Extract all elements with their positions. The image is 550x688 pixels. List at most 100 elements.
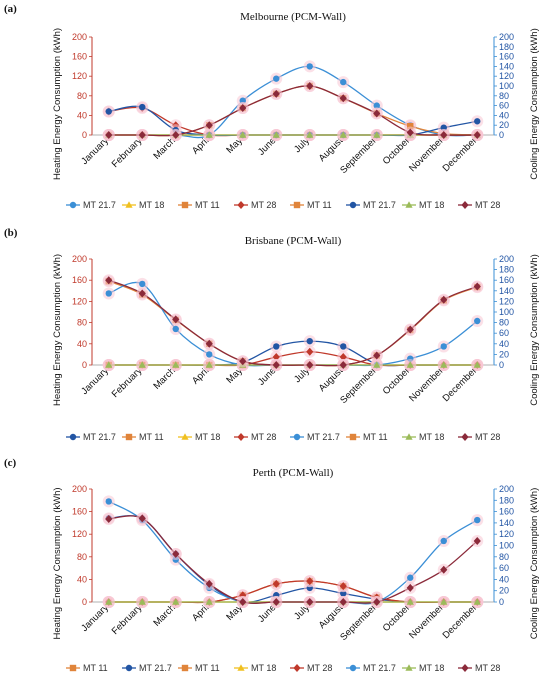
right-tick-label: 140 bbox=[499, 286, 514, 296]
data-point bbox=[339, 582, 347, 591]
legend-marker bbox=[125, 664, 133, 672]
series-line bbox=[108, 279, 478, 367]
left-tick-label: 160 bbox=[72, 52, 87, 62]
right-tick-label: 100 bbox=[499, 81, 514, 91]
left-tick-label: 120 bbox=[72, 71, 87, 81]
legend-label: MT 28 bbox=[251, 432, 276, 442]
right-tick-label: 100 bbox=[499, 541, 514, 551]
right-tick-label: 140 bbox=[499, 61, 514, 71]
right-tick-label: 100 bbox=[499, 307, 514, 317]
legend-label: MT 18 bbox=[139, 200, 164, 210]
legend-label: MT 18 bbox=[419, 663, 444, 673]
legend-marker bbox=[125, 201, 133, 208]
series-line bbox=[108, 351, 478, 367]
data-point bbox=[105, 290, 112, 297]
left-tick-label: 80 bbox=[77, 318, 87, 328]
data-point bbox=[172, 315, 180, 324]
data-point bbox=[406, 598, 414, 605]
legend-marker bbox=[125, 433, 133, 441]
data-point bbox=[172, 325, 179, 333]
data-point bbox=[138, 289, 146, 298]
legend-marker bbox=[349, 664, 357, 672]
data-point bbox=[406, 583, 414, 592]
legend-marker bbox=[181, 433, 189, 440]
right-tick-label: 120 bbox=[499, 296, 514, 306]
x-tick-label: November bbox=[407, 365, 446, 404]
left-tick-label: 80 bbox=[77, 552, 87, 562]
data-point bbox=[205, 579, 213, 588]
data-point bbox=[306, 598, 314, 606]
legend-label: MT 21.7 bbox=[83, 200, 116, 210]
data-point bbox=[205, 339, 213, 348]
x-tick-label: September bbox=[338, 602, 379, 643]
right-tick-label: 0 bbox=[499, 130, 504, 140]
data-point bbox=[272, 89, 280, 98]
data-point bbox=[440, 537, 447, 545]
left-tick-label: 0 bbox=[82, 597, 87, 607]
data-point bbox=[306, 337, 313, 345]
right-tick-label: 120 bbox=[499, 71, 514, 81]
data-point bbox=[172, 131, 180, 139]
data-point bbox=[239, 357, 247, 366]
data-point bbox=[306, 131, 314, 138]
legend-marker bbox=[461, 201, 469, 209]
data-point bbox=[105, 598, 113, 605]
series-8 bbox=[102, 512, 484, 608]
legend-label: MT 11 bbox=[195, 663, 220, 673]
data-point bbox=[272, 579, 280, 588]
legend-label: MT 28 bbox=[307, 663, 332, 673]
data-point bbox=[406, 325, 414, 334]
legend-label: MT 28 bbox=[251, 200, 276, 210]
data-point bbox=[440, 565, 448, 574]
legend-label: MT 11 bbox=[83, 663, 108, 673]
right-tick-label: 40 bbox=[499, 110, 509, 120]
panel-label: (b) bbox=[4, 227, 18, 239]
data-point bbox=[474, 118, 481, 125]
data-point bbox=[172, 361, 180, 368]
chart-title: Melbourne (PCM-Wall) bbox=[240, 11, 346, 23]
right-tick-label: 180 bbox=[499, 495, 514, 505]
legend-marker bbox=[181, 201, 189, 209]
data-point bbox=[138, 361, 146, 368]
data-point bbox=[272, 131, 280, 138]
right-tick-label: 80 bbox=[499, 318, 509, 328]
data-point bbox=[205, 598, 213, 605]
data-point bbox=[306, 347, 314, 356]
left-tick-label: 120 bbox=[72, 529, 87, 539]
legend-label: MT 21.7 bbox=[363, 200, 396, 210]
legend-marker bbox=[237, 433, 245, 441]
data-point bbox=[272, 361, 280, 369]
series-4 bbox=[102, 345, 484, 371]
right-tick-label: 40 bbox=[499, 574, 509, 584]
legend-marker bbox=[461, 664, 469, 672]
panel-label: (c) bbox=[4, 457, 17, 469]
y2-axis-label: Cooling Energy Consumption (kWh) bbox=[529, 28, 540, 180]
legend: MT 21.7 MT 18 MT 11 MT 28 MT 11 MT 21.7 MT 18 M… bbox=[66, 200, 500, 210]
y-axis-label: Heating Energy Consumption (kWh) bbox=[52, 487, 63, 639]
y2-axis-label: Cooling Energy Consumption (kWh) bbox=[529, 254, 540, 406]
x-tick-label: November bbox=[407, 135, 446, 174]
legend-marker bbox=[349, 433, 357, 441]
legend-label: MT 11 bbox=[195, 200, 220, 210]
legend-label: MT 18 bbox=[419, 200, 444, 210]
legend-marker bbox=[405, 433, 413, 440]
series-line bbox=[108, 85, 478, 137]
data-point bbox=[105, 131, 113, 139]
left-tick-label: 0 bbox=[82, 360, 87, 370]
left-tick-label: 200 bbox=[72, 32, 87, 42]
data-point bbox=[306, 63, 313, 70]
series-line bbox=[108, 65, 478, 139]
left-tick-label: 40 bbox=[77, 574, 87, 584]
data-point bbox=[138, 514, 146, 523]
right-tick-label: 160 bbox=[499, 52, 514, 62]
left-tick-label: 40 bbox=[77, 110, 87, 120]
legend-label: MT 21.7 bbox=[363, 663, 396, 673]
x-tick-label: September bbox=[338, 135, 379, 176]
data-point bbox=[105, 498, 112, 505]
data-point bbox=[474, 317, 481, 325]
data-point bbox=[407, 574, 414, 581]
data-point bbox=[440, 131, 448, 139]
legend-label: MT 28 bbox=[475, 200, 500, 210]
x-tick-label: December bbox=[441, 365, 480, 404]
